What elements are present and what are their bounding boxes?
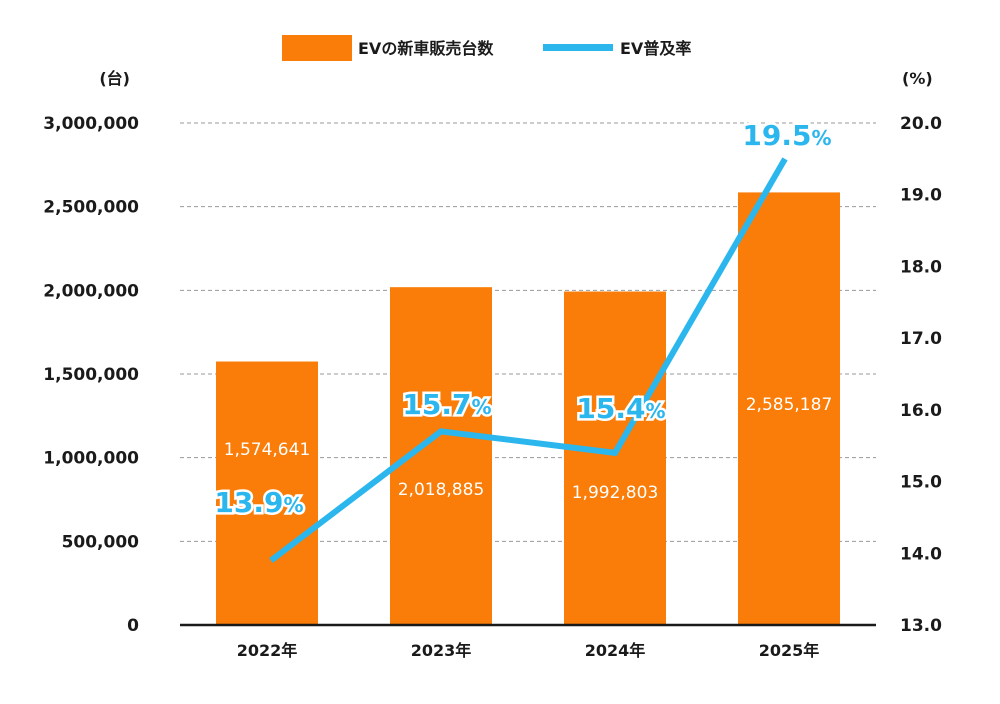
bar-value-label: 1,992,803: [572, 483, 659, 503]
right-tick-label: 17.0: [900, 329, 942, 349]
left-tick-label: 0: [127, 616, 139, 636]
left-tick-label: 2,000,000: [43, 281, 139, 301]
bar-value-label: 2,585,187: [746, 395, 833, 415]
percent-label: 15.7%: [402, 388, 491, 421]
percent-sign: %: [472, 395, 492, 419]
left-tick-label: 3,000,000: [43, 114, 139, 134]
legend-swatch-bar: [282, 35, 352, 61]
bar-value-label: 2,018,885: [398, 480, 485, 500]
line-series: [269, 157, 788, 563]
percent-value: 15.4: [576, 392, 645, 425]
percent-sign: %: [812, 126, 832, 150]
percent-label: 15.4%: [576, 392, 665, 425]
left-tick-label: 500,000: [62, 532, 140, 552]
category-label: 2024年: [585, 641, 646, 660]
category-label: 2023年: [411, 641, 472, 660]
legend-swatch-line: [543, 44, 613, 51]
category-labels: 2022年 2023年 2024年 2025年: [237, 641, 820, 660]
bar: [216, 361, 318, 625]
percent-label: 13.9%: [214, 486, 303, 519]
percent-value: 19.5: [742, 119, 811, 152]
left-tick-label: 2,500,000: [43, 198, 139, 218]
right-tick-label: 16.0: [900, 401, 942, 421]
right-tick-label: 18.0: [900, 257, 942, 277]
percent-label: 19.5%: [742, 119, 831, 152]
legend: EVの新車販売台数 EV普及率: [282, 35, 691, 61]
bar-value-label: 1,574,641: [224, 440, 311, 460]
category-label: 2022年: [237, 641, 298, 660]
left-tick-label: 1,500,000: [43, 365, 139, 385]
bar: [738, 192, 840, 625]
right-tick-label: 13.0: [900, 616, 942, 636]
percent-value: 13.9: [214, 486, 283, 519]
right-tick-label: 19.0: [900, 186, 942, 206]
right-tick-label: 15.0: [900, 473, 942, 493]
right-tick-label: 20.0: [900, 114, 942, 134]
left-tick-label: 1,000,000: [43, 449, 139, 469]
percent-sign: %: [284, 493, 304, 517]
right-axis-ticks: 13.0 14.0 15.0 16.0 17.0 18.0 19.0 20.0: [900, 114, 942, 636]
left-axis-ticks: 0 500,000 1,000,000 1,500,000 2,000,000 2,500…: [43, 114, 139, 636]
legend-label-bar: EVの新車販売台数: [358, 39, 494, 58]
left-axis-unit: (台): [99, 69, 130, 88]
percent-value: 15.7: [402, 388, 471, 421]
percent-sign: %: [646, 399, 666, 423]
bar-series: 1,574,641 2,018,885 1,992,803 2,585,187: [216, 192, 840, 625]
right-tick-label: 14.0: [900, 544, 942, 564]
right-axis-unit: (%): [902, 69, 933, 88]
line-path: [269, 157, 788, 563]
bar: [564, 291, 666, 625]
percent-labels: 13.9%15.7% 15.4%19.5%: [212, 117, 834, 522]
legend-label-line: EV普及率: [620, 39, 691, 58]
category-label: 2025年: [759, 641, 820, 660]
